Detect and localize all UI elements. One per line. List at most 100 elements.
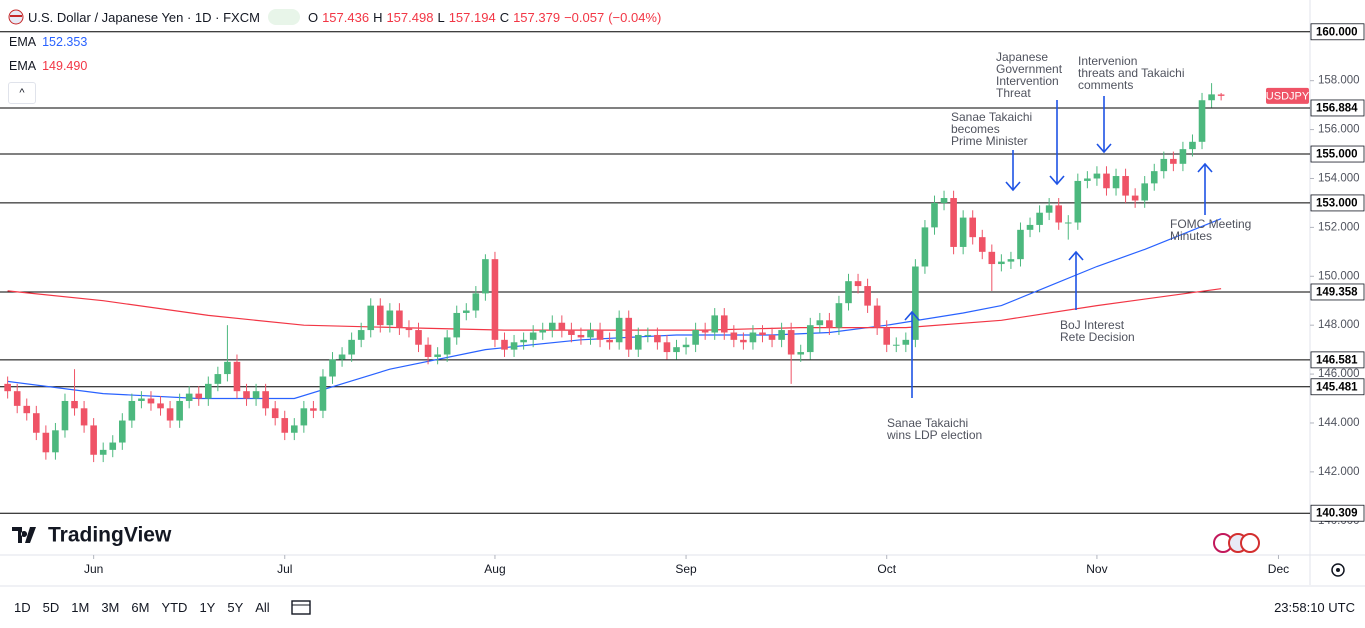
- range-buttons: 1D 5D 1M 3M 6M YTD 1Y 5Y All: [0, 600, 276, 615]
- candle-body: [415, 330, 422, 345]
- annotation-arrowhead: [1096, 143, 1112, 154]
- flag-badges: [1213, 533, 1260, 553]
- candle-body: [1179, 149, 1187, 164]
- level-label-box: [1310, 504, 1365, 522]
- candle-body: [491, 259, 499, 340]
- candle-body: [558, 322, 566, 331]
- candle-body: [319, 376, 327, 411]
- y-tick-label: 150.000: [1318, 270, 1360, 282]
- candle-body: [1160, 158, 1168, 172]
- range-button[interactable]: 5D: [42, 599, 60, 615]
- candle-body: [577, 334, 585, 338]
- collapse-button[interactable]: ^: [8, 82, 36, 104]
- candle-body: [921, 227, 929, 267]
- x-tick-label: Dec: [1268, 562, 1289, 576]
- candle-body: [214, 374, 222, 384]
- candle-body: [13, 391, 21, 406]
- level-label-box: [1310, 283, 1365, 301]
- ohlc-key: L: [437, 9, 445, 25]
- annotation-text: becomes: [951, 122, 1000, 136]
- candle-body: [539, 330, 547, 333]
- change-percent: (−0.04%): [608, 9, 662, 25]
- annotation-text: Government: [996, 62, 1063, 76]
- candle-body: [4, 383, 11, 392]
- candle-body: [520, 339, 527, 343]
- level-label: 153.000: [1316, 197, 1358, 209]
- candle-body: [462, 310, 470, 313]
- candle-body: [749, 332, 757, 343]
- candle-body: [692, 330, 699, 345]
- candle-body: [243, 391, 250, 399]
- annotation-text: Prime Minister: [951, 134, 1028, 148]
- candle-body: [682, 344, 690, 348]
- candle-body: [883, 327, 891, 345]
- range-button[interactable]: 1Y: [199, 599, 216, 615]
- ema-name: EMA: [9, 59, 37, 73]
- annotation-text: Japanese: [996, 50, 1048, 64]
- candle-body: [348, 339, 355, 355]
- candle-body: [453, 312, 461, 338]
- candle-body: [1017, 229, 1024, 260]
- ohlc-low: 157.194: [448, 9, 496, 25]
- candle-body: [1217, 94, 1225, 96]
- y-tick-label: 142.000: [1318, 466, 1360, 478]
- ema-value: 149.490: [42, 59, 88, 73]
- y-tick-label: 152.000: [1318, 221, 1360, 233]
- candle-body: [1103, 173, 1110, 189]
- annotation-text: wins LDP election: [886, 428, 982, 442]
- range-button[interactable]: 1D: [14, 599, 31, 615]
- candle-body: [845, 281, 852, 304]
- candle-body: [1074, 180, 1082, 223]
- candle-body: [233, 361, 241, 392]
- range-button[interactable]: All: [255, 599, 270, 615]
- level-label: 146.581: [1316, 354, 1358, 366]
- candle-body: [329, 359, 336, 377]
- date-range-icon[interactable]: [290, 598, 312, 616]
- ema-value: 152.353: [42, 35, 88, 49]
- candle-body: [835, 303, 843, 328]
- range-button[interactable]: YTD: [161, 599, 188, 615]
- candle-body: [931, 202, 938, 228]
- candle-body: [816, 320, 824, 326]
- candle-body: [1036, 212, 1043, 225]
- y-tick-label: 154.000: [1318, 173, 1360, 185]
- candle-body: [376, 305, 384, 326]
- annotation-text: Intervention: [996, 74, 1059, 88]
- candle-body: [864, 286, 871, 306]
- y-tick-label: 148.000: [1318, 319, 1360, 331]
- candle-body: [205, 383, 212, 399]
- candle-body: [912, 266, 919, 340]
- candle-body: [252, 391, 260, 399]
- settings-icon[interactable]: [1331, 563, 1345, 577]
- annotation-text: BoJ Interest: [1060, 318, 1125, 332]
- candle-body: [711, 315, 719, 333]
- range-button[interactable]: 6M: [131, 599, 150, 615]
- symbol-tag: [1266, 87, 1309, 104]
- candle-body: [1084, 178, 1091, 181]
- candle-body: [434, 354, 441, 357]
- y-tick-label: 158.000: [1318, 75, 1360, 87]
- candle-body: [367, 305, 375, 331]
- range-button[interactable]: 5Y: [227, 599, 244, 615]
- x-tick-label: Jun: [84, 562, 103, 576]
- candle-body: [52, 430, 59, 453]
- candle-body: [606, 339, 613, 343]
- ohlc-open: 157.436: [322, 9, 370, 25]
- ohlc-close: 157.379: [513, 9, 561, 25]
- candle-body: [195, 393, 203, 399]
- candle-body: [147, 398, 155, 404]
- level-label-box: [1310, 194, 1365, 212]
- candle-body: [826, 320, 833, 328]
- candle-body: [1045, 205, 1053, 213]
- candle-body: [596, 330, 604, 340]
- range-button[interactable]: 3M: [101, 599, 120, 615]
- candle-body: [157, 403, 164, 409]
- tv-logo: TradingView: [12, 524, 172, 547]
- candle-body: [1150, 171, 1158, 184]
- symbol-icon: [8, 9, 24, 25]
- candle-body: [806, 325, 814, 353]
- candle-body: [1093, 173, 1101, 179]
- range-button[interactable]: 1M: [71, 599, 90, 615]
- candle-body: [1026, 224, 1034, 230]
